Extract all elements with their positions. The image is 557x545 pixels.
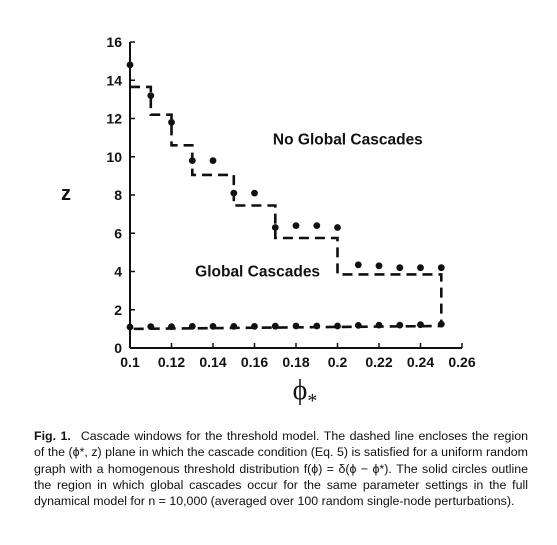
data-point [437, 264, 445, 272]
caption-text: Cascade windows for the threshold model.… [34, 429, 528, 509]
figure-label: Fig. 1. [34, 429, 71, 443]
data-point [147, 323, 155, 330]
y-axis-label: z [61, 183, 71, 205]
data-point [313, 322, 321, 330]
data-point [354, 261, 362, 269]
data-point [126, 61, 134, 69]
data-point [313, 222, 321, 230]
x-tick-label: 0.12 [158, 354, 185, 370]
chart: 0.1 0.12 0.14 0.16 0.18 0.2 0.22 0.24 0.26 0 2 4 6 8… [61, 34, 476, 412]
y-tick-label: 2 [114, 302, 122, 318]
data-point [126, 323, 134, 331]
x-tick-label: 0.14 [199, 354, 226, 370]
data-point [292, 222, 300, 230]
data-point [417, 264, 424, 272]
data-point [251, 189, 258, 197]
x-tick-label: 0.22 [365, 354, 392, 370]
y-axis-ticks: 0 2 4 6 8 10 12 14 16 [106, 34, 135, 356]
data-point [271, 322, 279, 330]
y-tick-label: 0 [114, 340, 122, 356]
y-tick-label: 8 [114, 187, 122, 203]
data-point [334, 322, 341, 330]
x-tick-label: 0.24 [407, 354, 434, 370]
data-point [147, 92, 155, 99]
y-tick-label: 14 [106, 72, 122, 88]
annotations: No Global Cascades Global Cascades [195, 132, 423, 281]
x-tick-label: 0.18 [282, 354, 309, 370]
data-point [375, 321, 383, 329]
y-tick-label: 12 [106, 111, 122, 127]
data-point [230, 189, 238, 197]
data-point [375, 262, 383, 270]
x-tick-label: 0.16 [241, 354, 268, 370]
data-point [251, 323, 258, 330]
data-point [209, 323, 217, 330]
series-layer [126, 61, 445, 331]
y-tick-label: 10 [106, 149, 122, 165]
data-point [168, 118, 175, 126]
y-tick-label: 6 [114, 225, 122, 241]
data-point [354, 322, 362, 329]
data-point [230, 323, 238, 330]
data-point [417, 321, 424, 329]
data-point [396, 264, 404, 272]
y-tick-label: 16 [106, 34, 122, 50]
data-point [334, 224, 341, 231]
x-tick-label: 0.2 [328, 354, 348, 370]
axes [129, 42, 462, 349]
x-tick-label: 0.1 [120, 354, 140, 370]
x-axis-label: ϕ* [293, 375, 318, 412]
data-point [437, 320, 445, 328]
data-point [271, 224, 279, 231]
data-point [292, 322, 300, 330]
data-point [188, 323, 196, 330]
figure-caption: Fig. 1. Cascade windows for the threshold… [34, 428, 528, 509]
data-point [188, 157, 196, 165]
x-tick-label: 0.26 [448, 354, 475, 370]
y-tick-label: 4 [114, 264, 122, 280]
dashed-boundary-line [129, 85, 443, 331]
region-annotation: Global Cascades [195, 264, 320, 281]
x-axis-ticks: 0.1 0.12 0.14 0.16 0.18 0.2 0.22 0.24 0.26 [120, 343, 476, 370]
region-annotation: No Global Cascades [273, 132, 423, 149]
data-point [396, 321, 404, 329]
data-point [209, 157, 217, 165]
data-point [168, 323, 175, 330]
